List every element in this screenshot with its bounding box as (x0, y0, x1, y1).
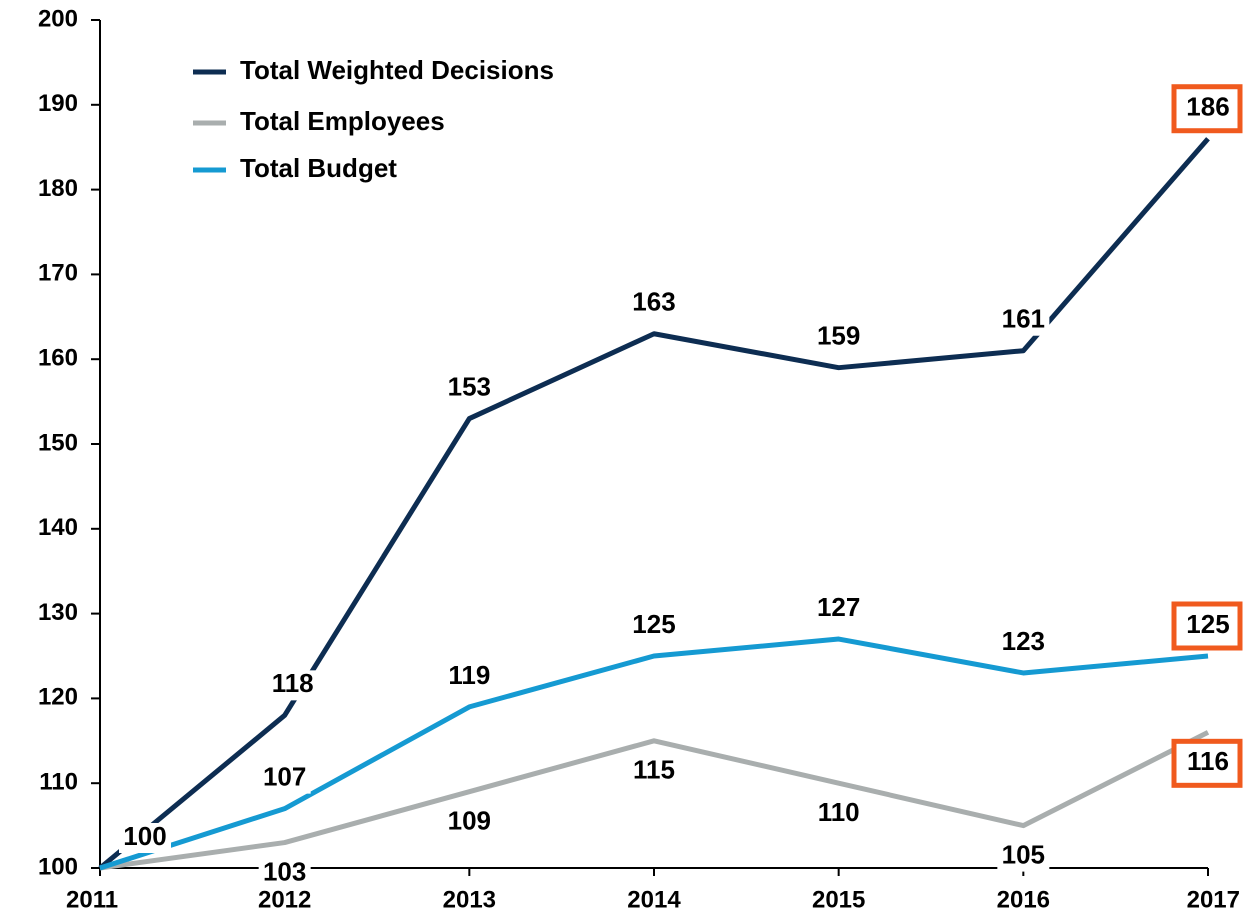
data-label: 109 (448, 806, 491, 836)
label-bg (443, 661, 496, 692)
data-label: 100 (123, 821, 166, 851)
data-label: 186 (1186, 92, 1229, 122)
y-tick-label: 110 (39, 769, 78, 796)
y-tick-label: 140 (38, 514, 78, 541)
data-label: 127 (817, 592, 860, 622)
data-label: 125 (1186, 609, 1229, 639)
y-tick-label: 170 (38, 260, 78, 287)
legend-label: Total Budget (240, 153, 397, 183)
label-bg (443, 807, 496, 838)
data-label: 159 (817, 321, 860, 351)
data-label: 103 (263, 856, 306, 886)
label-bg (812, 799, 865, 830)
data-label: 118 (272, 668, 314, 698)
y-tick-label: 200 (38, 5, 78, 32)
y-tick-label: 190 (38, 90, 78, 117)
x-tick-label: 2015 (812, 886, 865, 913)
data-label: 105 (1002, 839, 1045, 869)
data-label: 115 (633, 755, 675, 785)
label-bg (812, 594, 865, 625)
data-label: 153 (448, 371, 491, 401)
data-label: 125 (632, 609, 675, 639)
label-bg (997, 627, 1050, 658)
highlight-box (1171, 84, 1243, 134)
label-bg (258, 763, 311, 794)
label-bg (443, 373, 496, 404)
data-label: 119 (448, 660, 490, 690)
x-tick-label: 2012 (258, 886, 311, 913)
y-tick-label: 130 (38, 599, 78, 626)
data-label: 107 (263, 762, 306, 792)
label-bg (628, 756, 680, 787)
data-label: 163 (632, 287, 675, 317)
x-tick-label: 2014 (627, 886, 681, 913)
series-line (99, 636, 1209, 871)
data-label: 123 (1002, 626, 1045, 656)
label-bg (997, 841, 1050, 872)
y-tick-label: 160 (38, 345, 78, 372)
x-tick-label: 2016 (997, 886, 1050, 913)
y-tick-label: 100 (38, 853, 78, 880)
label-bg (628, 611, 680, 641)
legend-label: Total Employees (240, 106, 445, 136)
label-bg (119, 823, 171, 853)
y-tick-label: 120 (38, 684, 78, 711)
label-bg (997, 305, 1050, 336)
y-tick-label: 180 (38, 175, 78, 202)
x-tick-label: 2017 (1187, 886, 1240, 913)
series-line (99, 730, 1210, 871)
data-label: 116 (1187, 746, 1229, 776)
label-bg (812, 322, 865, 353)
highlight-box (1171, 601, 1243, 651)
highlight-box (1171, 738, 1243, 788)
data-label: 110 (818, 797, 860, 827)
label-bg (266, 670, 319, 701)
label-bg (258, 858, 311, 889)
label-bg (628, 288, 680, 319)
legend-label: Total Weighted Decisions (240, 55, 554, 85)
x-tick-label: 2011 (66, 886, 118, 913)
series-line (98, 137, 1210, 870)
y-tick-label: 150 (38, 429, 78, 456)
x-tick-label: 2013 (443, 886, 496, 913)
data-label: 161 (1002, 304, 1045, 334)
